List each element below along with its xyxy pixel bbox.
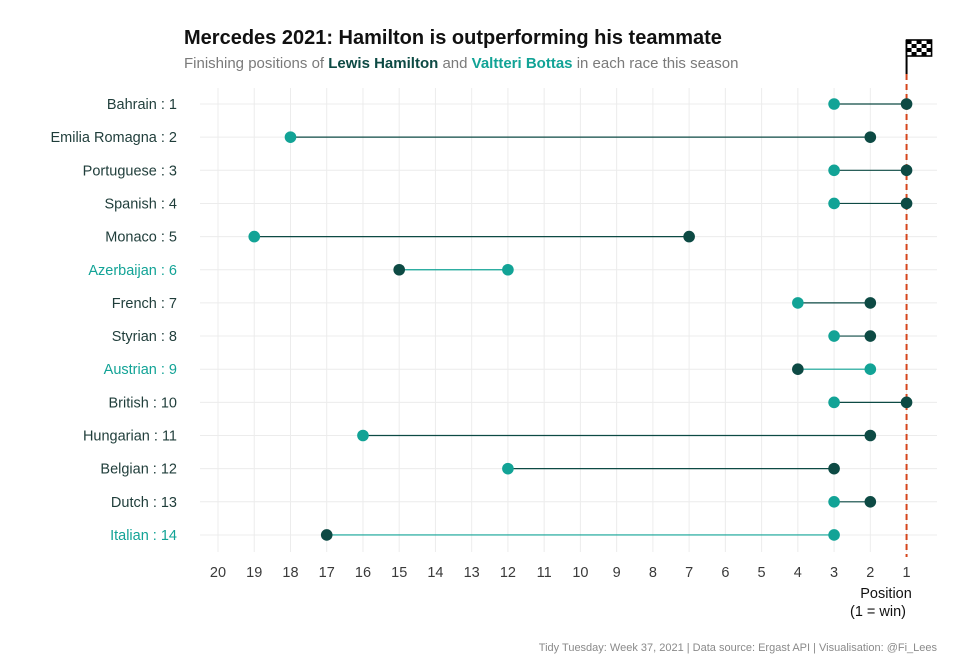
flag-square (926, 40, 932, 44)
hamilton-point (683, 230, 695, 243)
race-label: Emilia Romagna : 2 (50, 130, 177, 146)
x-axis-label-line2: (1 = win) (850, 604, 906, 620)
flag-square (926, 48, 932, 52)
flag-square (921, 44, 927, 48)
bottas-point (828, 164, 840, 177)
chart-subtitle: Finishing positions of Lewis Hamilton an… (184, 55, 738, 72)
flag-square (921, 52, 927, 56)
subtitle-bottas: Valtteri Bottas (472, 55, 573, 72)
y-axis-labels: Bahrain : 1 Emilia Romagna : 2 Portuguese … (50, 97, 177, 544)
hamilton-point (864, 429, 877, 442)
bottas-point (828, 330, 840, 342)
race-label: Hungarian : 11 (83, 429, 177, 445)
x-tick-label: 5 (758, 565, 766, 581)
segment-layer (254, 103, 907, 536)
x-axis-ticks: 20 19 18 17 16 15 14 13 12 11 10 9 8 7 6 5 4 3 2 1 (210, 565, 911, 581)
x-axis-label-line1: Position (860, 586, 912, 602)
chart-caption: Tidy Tuesday: Week 37, 2021 | Data sourc… (539, 642, 938, 654)
bottas-point (828, 529, 840, 541)
subtitle-middle: and (438, 55, 471, 72)
hamilton-point (864, 330, 877, 342)
race-label: British : 10 (109, 395, 178, 411)
bottas-point (828, 496, 840, 508)
hamilton-point (864, 297, 877, 309)
race-label: Portuguese : 3 (83, 163, 177, 179)
x-tick-label: 17 (319, 565, 335, 581)
hamilton-point (900, 164, 913, 177)
flag-square (906, 48, 912, 52)
x-tick-label: 7 (685, 565, 693, 581)
race-label: French : 7 (112, 296, 177, 312)
x-tick-label: 19 (246, 565, 262, 581)
hamilton-point (864, 496, 877, 508)
grid-layer (200, 88, 937, 552)
x-tick-label: 16 (355, 565, 371, 581)
flag-square (906, 40, 912, 44)
subtitle-prefix: Finishing positions of (184, 55, 328, 72)
race-label: Austrian : 9 (104, 362, 177, 378)
x-tick-label: 15 (391, 565, 407, 581)
race-label: Italian : 14 (110, 528, 177, 544)
x-tick-label: 13 (464, 565, 480, 581)
hamilton-point (393, 263, 406, 276)
x-tick-label: 20 (210, 565, 226, 581)
bottas-point (828, 396, 840, 409)
chart-title: Mercedes 2021: Hamilton is outperforming… (184, 27, 722, 49)
x-tick-label: 6 (721, 565, 729, 581)
point-layer (248, 98, 913, 541)
x-tick-label: 10 (572, 565, 588, 581)
hamilton-point (900, 396, 913, 409)
x-tick-label: 18 (282, 565, 298, 581)
x-tick-label: 8 (649, 565, 657, 581)
x-tick-label: 1 (903, 565, 911, 581)
x-tick-label: 11 (537, 565, 552, 581)
hamilton-point (828, 462, 840, 475)
bottas-point (828, 98, 840, 110)
race-label: Azerbaijan : 6 (88, 263, 177, 279)
bottas-point (502, 263, 514, 276)
subtitle-suffix: in each race this season (573, 55, 739, 72)
x-tick-label: 9 (613, 565, 621, 581)
race-label: Styrian : 8 (112, 329, 177, 345)
hamilton-point (864, 131, 877, 143)
x-tick-label: 2 (866, 565, 874, 581)
x-tick-label: 12 (500, 565, 516, 581)
bottas-point (248, 230, 261, 243)
hamilton-point (900, 197, 913, 210)
flag-square (916, 48, 922, 52)
hamilton-point (792, 363, 804, 376)
flag-square (911, 52, 917, 56)
bottas-point (502, 462, 514, 475)
x-tick-label: 3 (830, 565, 838, 581)
bottas-point (357, 429, 369, 442)
race-label: Bahrain : 1 (107, 97, 177, 113)
bottas-point (284, 131, 297, 143)
bottas-point (864, 363, 877, 376)
bottas-point (828, 197, 840, 210)
race-label: Monaco : 5 (105, 230, 177, 246)
flag-square (911, 44, 917, 48)
hamilton-point (900, 98, 913, 110)
race-label: Belgian : 12 (100, 462, 177, 478)
x-tick-label: 4 (794, 565, 802, 581)
checkered-flag-icon (905, 39, 933, 74)
hamilton-point (320, 529, 333, 541)
x-tick-label: 14 (427, 565, 443, 581)
subtitle-hamilton: Lewis Hamilton (328, 55, 438, 72)
race-label: Spanish : 4 (104, 196, 177, 212)
race-label: Dutch : 13 (111, 495, 177, 511)
flag-square (916, 40, 922, 44)
bottas-point (792, 297, 804, 309)
